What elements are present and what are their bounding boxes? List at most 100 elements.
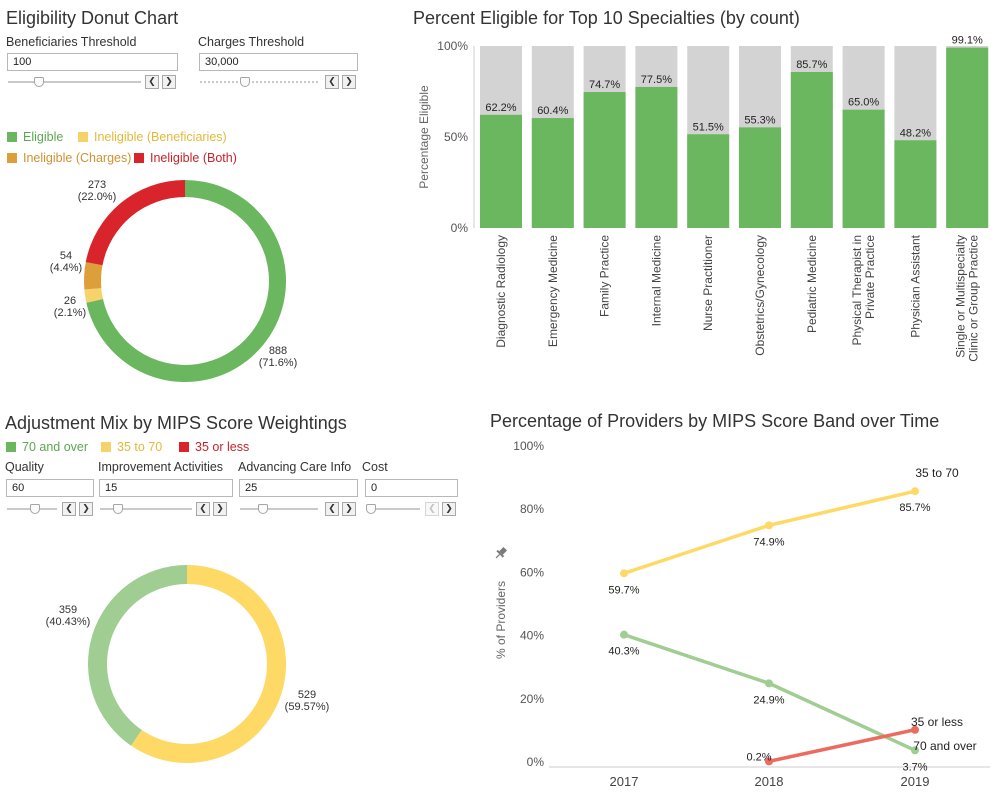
quality-input[interactable] [6, 479, 94, 497]
bar-eligible[interactable] [531, 118, 574, 228]
series-line-35-to-70[interactable] [622, 489, 917, 576]
bar-eligible[interactable] [687, 134, 730, 228]
quality-slider-knob[interactable] [30, 504, 40, 514]
improvement-activities-slider-knob[interactable] [113, 504, 123, 514]
bar-eligible[interactable] [583, 92, 626, 228]
cost-slider-knob[interactable] [366, 504, 376, 514]
slice-percent-label: (59.57%) [285, 701, 330, 713]
advancing-care-info-next-button[interactable]: ❯ [342, 502, 356, 516]
quality-next-button[interactable]: ❯ [79, 502, 93, 516]
donut-slice-35-to-70[interactable] [130, 565, 287, 763]
x-category-label: Internal Medicine [649, 235, 663, 327]
series-point[interactable] [911, 725, 919, 734]
donut-slice-70-and-over[interactable] [88, 565, 187, 746]
series-point[interactable] [765, 521, 773, 530]
legend-ineligible-both[interactable]: Ineligible (Both) [134, 151, 237, 165]
improvement-activities-prev-button[interactable]: ❮ [196, 502, 210, 516]
improvement-activities-label: Improvement Activities [98, 460, 224, 474]
bar-eligible[interactable] [739, 127, 781, 228]
mips-band-line-chart: 0% 20% 40% 60% 80% 100% % of Providers 59.7% 74… [493, 439, 990, 789]
series-point[interactable] [765, 679, 773, 688]
bar-value-label: 48.2% [900, 127, 931, 139]
slice-value-label: 888 [269, 345, 287, 357]
legend-35-or-less-label: 35 or less [195, 440, 250, 454]
beneficiaries-next-button[interactable]: ❯ [162, 75, 176, 89]
x-category-label: Private Practice [863, 235, 877, 319]
x-category-label: Diagnostic Radiology [494, 235, 508, 348]
cost-slider-track[interactable] [366, 508, 420, 510]
series-point[interactable] [765, 757, 773, 766]
pin-icon[interactable] [493, 546, 509, 562]
bar-eligible[interactable] [480, 114, 522, 228]
legend-eligible-swatch [7, 132, 17, 142]
x-tick-label: 2018 [755, 774, 784, 789]
legend-ineligible-charges-swatch [7, 153, 17, 163]
cost-input[interactable] [365, 479, 458, 497]
series-point[interactable] [620, 630, 628, 639]
series-line-70-and-over[interactable] [622, 632, 917, 753]
legend-ineligible-both-swatch [134, 153, 144, 163]
y-axis-title: Percentage Eligible [417, 85, 431, 189]
point-value-label: 24.9% [753, 694, 784, 706]
legend-35-or-less-swatch [179, 442, 189, 452]
x-category-label: Pediatric Medicine [805, 235, 819, 333]
donut-slice-ineligible-beneficiaries[interactable] [84, 288, 103, 303]
cost-label: Cost [362, 460, 388, 474]
point-value-label: 74.9% [753, 536, 784, 548]
beneficiaries-slider-knob[interactable] [34, 77, 44, 87]
series-point[interactable] [911, 487, 919, 496]
beneficiaries-slider-track[interactable] [8, 81, 141, 83]
improvement-activities-input[interactable] [99, 479, 233, 497]
advancing-care-info-input[interactable] [239, 479, 358, 497]
improvement-activities-slider-track[interactable] [100, 508, 192, 510]
legend-70-and-over[interactable]: 70 and over [6, 440, 88, 454]
cost-next-button[interactable]: ❯ [442, 502, 456, 516]
y-tick-label: 0% [451, 221, 469, 235]
advancing-care-info-slider-track[interactable] [240, 508, 318, 510]
y-tick-label: 100% [513, 439, 544, 453]
donut-slice-ineligible-charges[interactable] [84, 262, 103, 290]
legend-ineligible-charges[interactable]: Ineligible (Charges) [7, 151, 131, 165]
point-value-label: 0.2% [746, 751, 771, 763]
legend-eligible[interactable]: Eligible [7, 130, 63, 144]
charges-slider-knob[interactable] [240, 77, 250, 87]
legend-35-to-70[interactable]: 35 to 70 [101, 440, 162, 454]
series-point[interactable] [620, 569, 628, 578]
quality-prev-button[interactable]: ❮ [62, 502, 76, 516]
beneficiaries-threshold-input[interactable] [7, 53, 178, 71]
bar-eligible[interactable] [635, 86, 678, 228]
x-category-label: Emergency Medicine [546, 235, 560, 347]
eligibility-donut-chart: 888(71.6%) 26(2.1%) 54(4.4%) 273(22.0%) [50, 179, 297, 382]
advancing-care-info-prev-button[interactable]: ❮ [325, 502, 339, 516]
legend-ineligible-beneficiaries-swatch [78, 132, 88, 142]
charges-next-button[interactable]: ❯ [342, 75, 356, 89]
legend-70-and-over-swatch [6, 442, 16, 452]
charges-slider-track[interactable] [200, 81, 320, 83]
legend-35-or-less[interactable]: 35 or less [179, 440, 249, 454]
donut-slice-ineligible-both[interactable] [85, 180, 185, 266]
bar-eligible[interactable] [842, 109, 885, 228]
advancing-care-info-slider-knob[interactable] [258, 504, 268, 514]
point-value-label: 85.7% [899, 502, 930, 514]
bar-eligible[interactable] [790, 72, 833, 228]
bar-eligible[interactable] [894, 140, 937, 228]
legend-ineligible-charges-label: Ineligible (Charges) [23, 151, 132, 165]
slice-percent-label: (2.1%) [54, 307, 86, 319]
y-tick-label: 0% [527, 755, 545, 769]
bar-eligible[interactable] [946, 47, 989, 228]
series-line-35-or-less[interactable] [767, 728, 917, 764]
legend-ineligible-beneficiaries[interactable]: Ineligible (Beneficiaries) [78, 130, 227, 144]
charges-threshold-input[interactable] [199, 53, 358, 71]
advancing-care-info-label: Advancing Care Info [238, 460, 352, 474]
x-category-label: Physician Assistant [908, 234, 922, 337]
x-category-label: Obstetrics/Gynecology [753, 235, 767, 356]
cost-prev-button[interactable]: ❮ [425, 502, 439, 516]
series-point[interactable] [911, 746, 919, 755]
charges-prev-button[interactable]: ❮ [325, 75, 339, 89]
x-category-label: Family Practice [598, 235, 612, 317]
bar-value-label: 85.7% [796, 59, 827, 71]
improvement-activities-next-button[interactable]: ❯ [213, 502, 227, 516]
x-category-label: Clinic or Group Practice [967, 235, 981, 362]
bar-value-label: 55.3% [744, 114, 775, 126]
beneficiaries-prev-button[interactable]: ❮ [145, 75, 159, 89]
